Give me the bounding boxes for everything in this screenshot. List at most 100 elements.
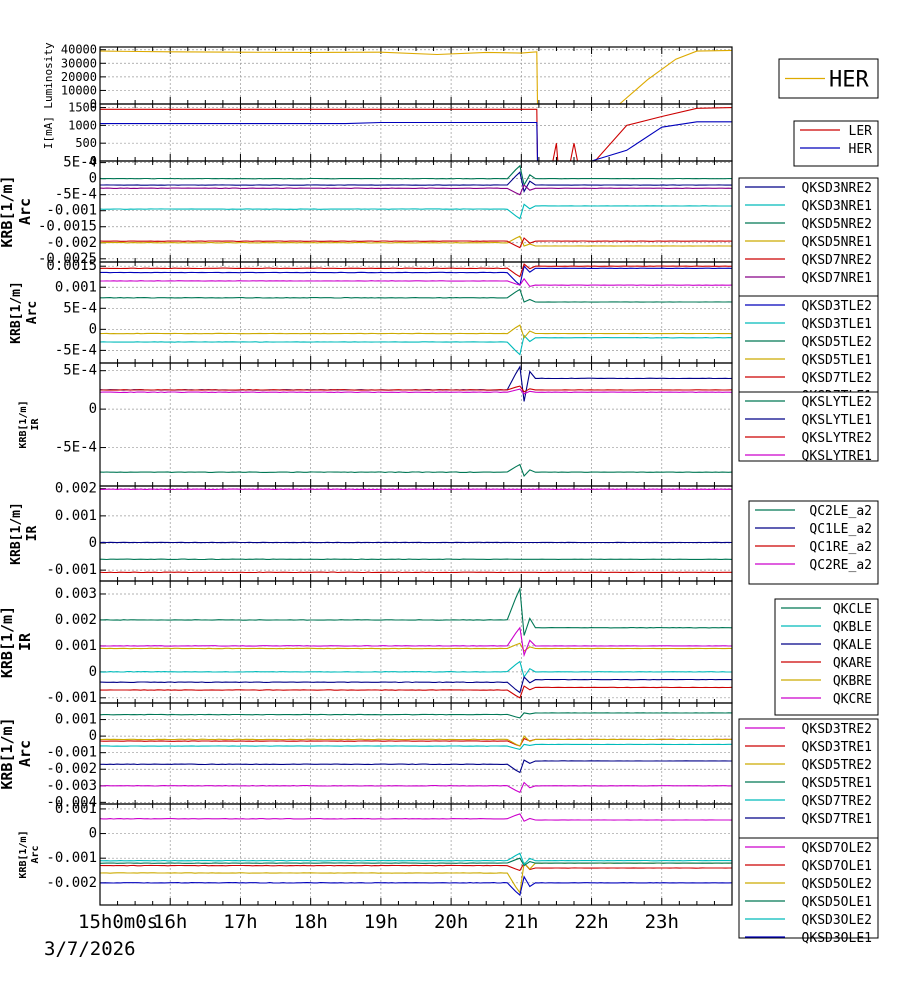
y-tick-label: 0 [89,535,97,551]
y-tick-label: -0.002 [46,235,97,251]
series-line-QKALE [99,675,733,694]
series-line-QKSD7TRE1 [100,759,732,774]
x-tick-label: 17h [223,911,257,933]
series-line-QKSD3NRE1 [99,203,732,220]
y-tick-label: 0.002 [55,612,97,628]
y-tick-label: 10000 [61,83,97,97]
series-line-QKSD7NRE1 [99,184,733,196]
legend-entry: QKSD3TRE1 [802,740,872,755]
series-line-QKSD3OLE2 [99,852,733,866]
panel-frame [99,580,733,704]
y-tick-label: -0.003 [46,778,97,794]
legend-entry: QKSD3NRE1 [802,199,872,214]
panel-frame [99,160,733,263]
series-line-QKSD7TLE1 [100,277,733,288]
y-tick-label: -5E-4 [55,342,97,358]
legend-entry: QKSLYTLE1 [802,413,872,428]
legend-box [748,500,879,585]
y-tick-label: -0.001 [46,850,97,866]
y-tick-label: -0.001 [46,562,97,578]
y-tick-label: 0 [89,401,97,417]
x-tick-label: 18h [294,911,328,933]
series-line-HER [99,49,733,105]
y-axis-label: KRB[1/m] [18,400,29,448]
legend-entry: QKCRE [833,692,872,707]
series-line-QKSD3NRE2 [100,171,732,194]
y-tick-label: 0 [89,826,97,842]
series-line-QKSD3TLE2 [100,265,733,287]
panel-frame [99,702,733,805]
legend-box [738,391,879,462]
y-tick-label: -5E-4 [55,187,97,203]
legend-box [774,598,879,716]
legend-entry: QKSD7TLE2 [802,371,872,386]
series-line-QKSD5TRE1 [99,712,733,719]
y-tick-label: 1000 [68,118,97,132]
y-tick-label: 0 [89,171,97,187]
y-tick-label: 0.001 [55,279,97,295]
legend-entry: QKSD7OLE1 [802,859,872,874]
y-tick-label: 0 [89,321,97,337]
y-tick-label: -0.004 [46,794,97,810]
y-tick-label: 0 [90,97,97,111]
legend-entry: QKSD7OLE2 [802,841,872,856]
y-axis-label: KRB[1/m] [9,502,24,565]
panel-frame [99,362,733,487]
y-axis-label: KRB[1/m] [0,175,16,247]
series-line-QKSD5TRE2 [99,735,733,747]
y-axis-label-2: IR [25,526,40,542]
series-line-QKSD7TLE2 [99,263,733,278]
series-line-QKSD7OLE1 [99,862,732,872]
x-tick-label: 22h [574,911,608,933]
series-line-HER [100,121,732,162]
legend-entry: QKSLYTRE1 [802,449,872,464]
y-axis-label: KRB[1/m] [9,281,24,344]
legend-entry: QC1RE_a2 [809,540,872,555]
series-line-QKSD5OLE2 [99,861,733,895]
y-axis-label: KRB[1/m] [18,830,29,878]
legend-entry: QKSD3NRE2 [802,181,872,196]
y-tick-label: -5E-4 [55,440,97,456]
y-tick-label: 20000 [61,70,97,84]
series-line-QKBLE [99,660,732,679]
legend-entry: QC2RE_a2 [809,558,872,573]
legend-box [738,837,879,939]
y-tick-label: 40000 [61,43,97,57]
legend-entry: QKSLYTRE2 [802,431,872,446]
y-tick-label: 0 [89,664,97,680]
series-line-LER [100,107,733,162]
y-tick-label: 30000 [61,56,97,70]
y-axis-label: KRB[1/m] [0,717,16,789]
x-tick-label: 20h [434,911,468,933]
y-axis-label-2: IR [16,632,34,651]
y-axis-label-2: IR [30,418,41,431]
y-axis-label: Luminosity [42,42,55,109]
legend-entry: QKSD3TLE1 [802,317,872,332]
y-tick-label: -0.002 [46,875,97,891]
legend-entry: QKSD5TRE1 [802,776,872,791]
date-label: 3/7/2026 [44,938,136,960]
legend-entry: LER [849,124,873,139]
y-tick-label: 0.001 [55,801,97,817]
legend-entry: QKARE [833,656,872,671]
series-line-QKSLYTRE1 [99,388,733,395]
y-tick-label: 0.003 [55,586,97,602]
series-line-QKSD7OLE2 [99,813,733,822]
y-tick-label: 0.001 [55,638,97,654]
y-tick-label: -0.001 [46,203,97,219]
y-tick-label: 0 [90,154,97,168]
legend-box [793,120,879,167]
y-tick-label: 0 [89,728,97,744]
panel-frame [99,103,733,162]
y-axis-label-2: Arc [16,198,34,225]
y-tick-label: -0.001 [46,745,97,761]
y-tick-label: 5E-4 [63,363,97,379]
y-axis-label: KRB[1/m] [0,606,16,678]
legend-entry: QKCLE [833,602,872,617]
series-line-QKSD5OLE1 [99,857,732,867]
legend-entry: QKSD7TRE1 [802,812,872,827]
legend-box [738,295,879,393]
y-axis-label-2: Arc [16,740,34,767]
y-tick-label: 1500 [68,101,97,115]
